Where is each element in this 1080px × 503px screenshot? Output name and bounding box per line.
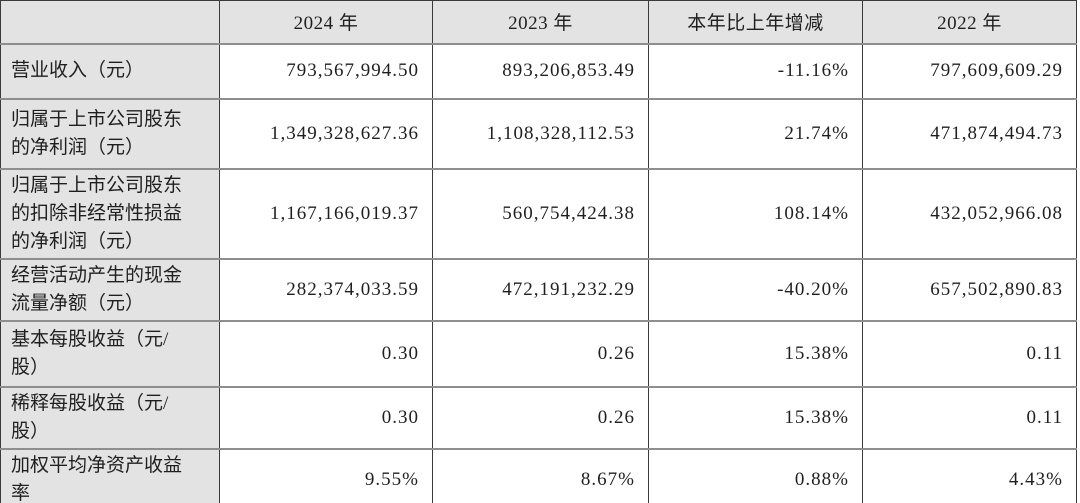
table-row-operating-cash-flow: 经营活动产生的现金流量净额（元） 282,374,033.59 472,191,… (0, 257, 1077, 322)
cell-2022: 0.11 (862, 385, 1077, 450)
cell-2023: 472,191,232.29 (432, 257, 649, 322)
cell-yoy-change: 108.14% (648, 167, 863, 260)
cell-2023: 560,754,424.38 (432, 167, 649, 260)
row-label: 归属于上市公司股东的净利润（元） (0, 97, 220, 170)
cell-yoy-change: 15.38% (648, 385, 863, 450)
cell-2024: 0.30 (219, 319, 433, 388)
cell-2024: 282,374,033.59 (219, 257, 433, 322)
header-cell-2023: 2023 年 (432, 0, 649, 45)
cell-2023: 0.26 (432, 385, 649, 450)
cell-2022: 657,502,890.83 (862, 257, 1077, 322)
cell-2024: 1,349,328,627.36 (219, 97, 433, 170)
cell-2024: 9.55% (219, 447, 433, 503)
cell-yoy-change: 21.74% (648, 97, 863, 170)
cell-yoy-change: -40.20% (648, 257, 863, 322)
row-label: 基本每股收益（元/股） (0, 319, 220, 388)
cell-2022: 0.11 (862, 319, 1077, 388)
cell-2022: 471,874,494.73 (862, 97, 1077, 170)
cell-2023: 893,206,853.49 (432, 42, 649, 100)
cell-yoy-change: 0.88% (648, 447, 863, 503)
table-row-net-profit: 归属于上市公司股东的净利润（元） 1,349,328,627.36 1,108,… (0, 97, 1077, 170)
row-label: 营业收入（元） (0, 42, 220, 100)
header-cell-2024: 2024 年 (219, 0, 433, 45)
cell-yoy-change: -11.16% (648, 42, 863, 100)
header-cell-2022: 2022 年 (862, 0, 1077, 45)
cell-2022: 4.43% (862, 447, 1077, 503)
table-row-weighted-avg-roe: 加权平均净资产收益率 9.55% 8.67% 0.88% 4.43% (0, 447, 1077, 503)
table-row-net-profit-excl-nonrecurring: 归属于上市公司股东的扣除非经常性损益的净利润（元） 1,167,166,019.… (0, 167, 1077, 260)
header-row: 2024 年 2023 年 本年比上年增减 2022 年 (0, 0, 1077, 45)
table-row-diluted-eps: 稀释每股收益（元/股） 0.30 0.26 15.38% 0.11 (0, 385, 1077, 450)
header-cell-blank (0, 0, 220, 45)
cell-2024: 0.30 (219, 385, 433, 450)
header-cell-yoy-change: 本年比上年增减 (648, 0, 863, 45)
table-row-revenue: 营业收入（元） 793,567,994.50 893,206,853.49 -1… (0, 42, 1077, 100)
cell-2022: 432,052,966.08 (862, 167, 1077, 260)
cell-2023: 0.26 (432, 319, 649, 388)
cell-2024: 1,167,166,019.37 (219, 167, 433, 260)
cell-2023: 8.67% (432, 447, 649, 503)
cell-2023: 1,108,328,112.53 (432, 97, 649, 170)
table-row-basic-eps: 基本每股收益（元/股） 0.30 0.26 15.38% 0.11 (0, 319, 1077, 388)
cell-2024: 793,567,994.50 (219, 42, 433, 100)
row-label: 经营活动产生的现金流量净额（元） (0, 257, 220, 322)
row-label: 加权平均净资产收益率 (0, 447, 220, 503)
cell-yoy-change: 15.38% (648, 319, 863, 388)
row-label: 稀释每股收益（元/股） (0, 385, 220, 450)
row-label: 归属于上市公司股东的扣除非经常性损益的净利润（元） (0, 167, 220, 260)
cell-2022: 797,609,609.29 (862, 42, 1077, 100)
